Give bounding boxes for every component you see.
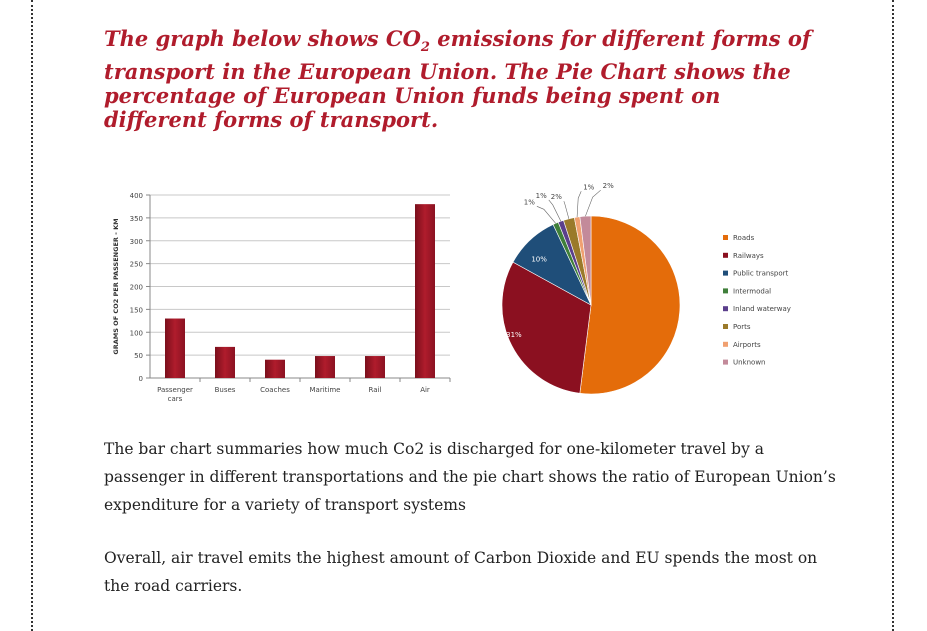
right-page-border [892, 0, 894, 631]
pie-value-label-roads: 52% [685, 306, 701, 314]
heading-part-1: The graph below shows CO [104, 26, 421, 51]
x-tick-label: Buses [215, 386, 236, 394]
pie-value-label-ports: 2% [551, 193, 562, 201]
pie-value-label-unknown: 2% [603, 182, 614, 190]
legend-swatch-ports [723, 324, 728, 329]
pie-value-label-public-transport: 10% [531, 255, 547, 263]
pie-value-label-railways: 31% [506, 331, 522, 339]
x-tick-label: Coaches [260, 386, 290, 394]
pie-slice-roads [579, 215, 681, 395]
bar-rail [365, 356, 385, 378]
pie-value-label-intermodal: 1% [524, 198, 535, 206]
legend-label-airports: Airports [733, 341, 761, 349]
left-page-border [31, 0, 33, 631]
bar-buses [215, 346, 235, 378]
pie-leader-line-unknown [585, 189, 601, 217]
legend-label-inland-waterway: Inland waterway [733, 305, 791, 313]
legend-swatch-public-transport [723, 270, 728, 276]
legend-label-public-transport: Public transport [733, 270, 789, 278]
bar-coaches [265, 359, 285, 378]
pie-leader-line-intermodal [536, 206, 556, 224]
summary-paragraph: The bar chart summaries how much Co2 is … [104, 440, 836, 514]
y-tick-label: 350 [130, 215, 143, 223]
legend-swatch-railways [723, 252, 728, 258]
task-heading: The graph below shows CO2 emissions for … [104, 26, 824, 133]
y-tick-label: 0 [139, 375, 143, 383]
pie-slice-railways [501, 261, 592, 394]
legend-swatch-airports [723, 341, 728, 347]
legend-label-unknown: Unknown [733, 359, 766, 367]
heading-part-2: emissions for different forms of transpo… [104, 26, 811, 133]
y-tick-label: 300 [130, 238, 143, 246]
bar-maritime [315, 356, 335, 378]
legend-swatch-inland-waterway [723, 306, 728, 312]
x-tick-label: Passenger [157, 386, 193, 394]
pie-value-label-inland-waterway: 1% [536, 192, 547, 200]
y-tick-label: 50 [134, 352, 143, 360]
legend-label-roads: Roads [733, 234, 755, 242]
y-tick-label: 250 [130, 261, 143, 269]
pie-leader-line-ports [563, 201, 570, 219]
pie-leader-line-inland-waterway [548, 199, 562, 222]
pie-value-label-airports: 1% [583, 183, 594, 191]
x-tick-label: Rail [369, 386, 382, 394]
y-tick-label: 150 [130, 306, 143, 314]
y-tick-label: 400 [130, 192, 143, 200]
x-tick-label: Air [420, 386, 430, 394]
x-tick-label: Maritime [310, 386, 341, 394]
legend-label-railways: Railways [733, 252, 764, 260]
y-axis-label: GRAMS OF CO2 PER PASSENGER - KM [112, 218, 120, 354]
legend-swatch-unknown [723, 359, 728, 365]
bar-passenger-cars [165, 318, 185, 378]
overview-paragraph: Overall, air travel emits the highest am… [104, 549, 818, 595]
heading-subscript: 2 [420, 40, 430, 56]
pie-leader-line-airports [576, 191, 582, 218]
legend-swatch-roads [723, 235, 728, 240]
legend-label-ports: Ports [733, 323, 751, 331]
legend-label-intermodal: Intermodal [733, 287, 771, 295]
y-tick-label: 100 [130, 329, 143, 337]
bar-air [415, 204, 435, 378]
y-tick-label: 200 [130, 284, 143, 292]
x-tick-label: cars [168, 395, 183, 403]
legend-swatch-intermodal [723, 288, 728, 294]
